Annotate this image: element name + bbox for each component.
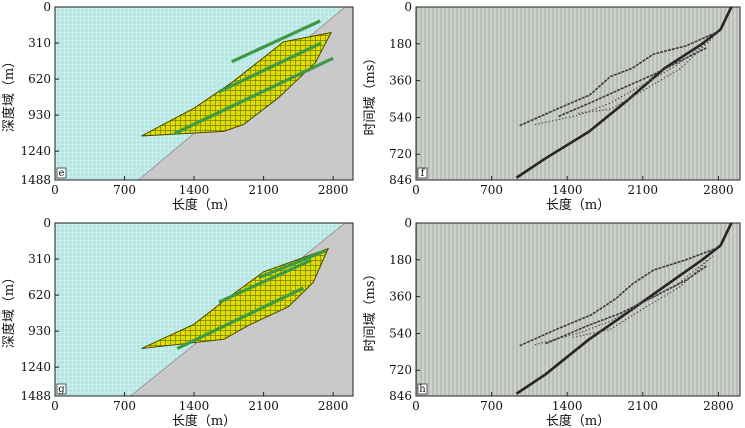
plot-area xyxy=(55,7,353,180)
panel-label-box xyxy=(417,167,428,179)
y-axis-label: 时间域（ms） xyxy=(363,268,378,352)
layer-stripe-2 xyxy=(218,258,312,304)
y-tick-label: 1240 xyxy=(20,144,51,158)
x-axis-label: 长度（m） xyxy=(172,413,236,428)
layer-stripe-2 xyxy=(218,41,322,94)
y-tick-label: 620 xyxy=(28,72,51,86)
plot-frame xyxy=(54,6,354,181)
x-tick-label: 0 xyxy=(412,183,420,197)
y-tick-label: 310 xyxy=(28,36,51,50)
x-tick-label: 0 xyxy=(51,183,59,197)
y-tick-label: 620 xyxy=(28,288,51,302)
y-tick-label: 846 xyxy=(389,389,412,403)
panel-label: e xyxy=(59,168,65,179)
y-tick-label: 0 xyxy=(404,216,412,230)
y-tick-label: 360 xyxy=(389,74,412,88)
seismic-background xyxy=(416,223,740,396)
x-tick-label: 2800 xyxy=(318,183,349,197)
x-tick-label: 2100 xyxy=(248,183,279,197)
y-tick-label: 310 xyxy=(28,252,51,266)
panel-label: g xyxy=(58,384,65,395)
y-tick-label: 540 xyxy=(389,110,412,124)
x-axis-label: 长度（m） xyxy=(546,197,610,213)
y-tick-label: 720 xyxy=(389,147,412,161)
upper-reflection xyxy=(519,246,719,347)
panel-label-box xyxy=(417,383,428,395)
y-tick-label: 846 xyxy=(389,173,412,187)
y-axis-label: 深度域（m） xyxy=(1,271,17,348)
x-axis-label: 长度（m） xyxy=(172,197,236,213)
x-tick-label: 700 xyxy=(113,183,136,197)
upper-reflection xyxy=(519,30,719,127)
y-tick-label: 1240 xyxy=(20,360,51,374)
x-tick-label: 700 xyxy=(113,399,136,413)
x-tick-label: 1400 xyxy=(179,399,210,413)
y-tick-label: 180 xyxy=(389,253,412,267)
plot-frame xyxy=(54,222,354,397)
plot-area xyxy=(416,223,740,396)
y-tick-label: 1488 xyxy=(20,173,51,187)
panel-label-box xyxy=(56,383,67,395)
layer-stripe-3 xyxy=(258,249,326,280)
x-tick-label: 700 xyxy=(480,399,503,413)
x-tick-label: 2100 xyxy=(248,399,279,413)
plot-area xyxy=(416,7,740,180)
x-tick-label: 2800 xyxy=(318,399,349,413)
x-axis-label: 长度（m） xyxy=(546,413,610,428)
y-axis-label: 深度域（m） xyxy=(1,55,17,132)
y-tick-label: 930 xyxy=(28,108,51,122)
x-tick-label: 0 xyxy=(51,399,59,413)
x-tick-label: 2800 xyxy=(703,399,734,413)
x-tick-label: 2800 xyxy=(703,183,734,197)
x-tick-label: 0 xyxy=(412,399,420,413)
faint-reflection xyxy=(572,255,714,339)
y-tick-label: 0 xyxy=(43,0,51,14)
plot-frame xyxy=(415,222,741,397)
y-tick-label: 1488 xyxy=(20,389,51,403)
y-tick-label: 0 xyxy=(404,0,412,14)
panel-label: f xyxy=(421,168,426,179)
x-tick-label: 1400 xyxy=(552,399,583,413)
layer-stripe-3 xyxy=(231,19,321,64)
panel-label-box xyxy=(56,167,67,179)
layer-stripe-1 xyxy=(176,286,305,351)
plot-area xyxy=(55,223,353,396)
y-tick-label: 720 xyxy=(389,363,412,377)
plot-frame xyxy=(415,6,741,181)
y-tick-label: 180 xyxy=(389,37,412,51)
seismic-background xyxy=(416,7,740,180)
y-axis-label: 时间域（ms） xyxy=(363,52,378,136)
layer-stripe-1 xyxy=(173,56,334,136)
y-tick-label: 0 xyxy=(43,216,51,230)
middle-reflection xyxy=(558,47,707,118)
x-tick-label: 1400 xyxy=(552,183,583,197)
x-tick-label: 2100 xyxy=(628,399,659,413)
y-tick-label: 930 xyxy=(28,324,51,338)
x-tick-label: 1400 xyxy=(179,183,210,197)
panel-label: h xyxy=(419,384,426,395)
faint-reflection xyxy=(577,37,714,114)
x-tick-label: 2100 xyxy=(628,183,659,197)
x-tick-label: 700 xyxy=(480,183,503,197)
y-tick-label: 540 xyxy=(389,326,412,340)
y-tick-label: 360 xyxy=(389,290,412,304)
